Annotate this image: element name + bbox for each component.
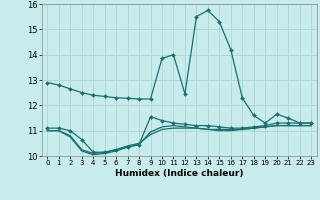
X-axis label: Humidex (Indice chaleur): Humidex (Indice chaleur) <box>115 169 244 178</box>
